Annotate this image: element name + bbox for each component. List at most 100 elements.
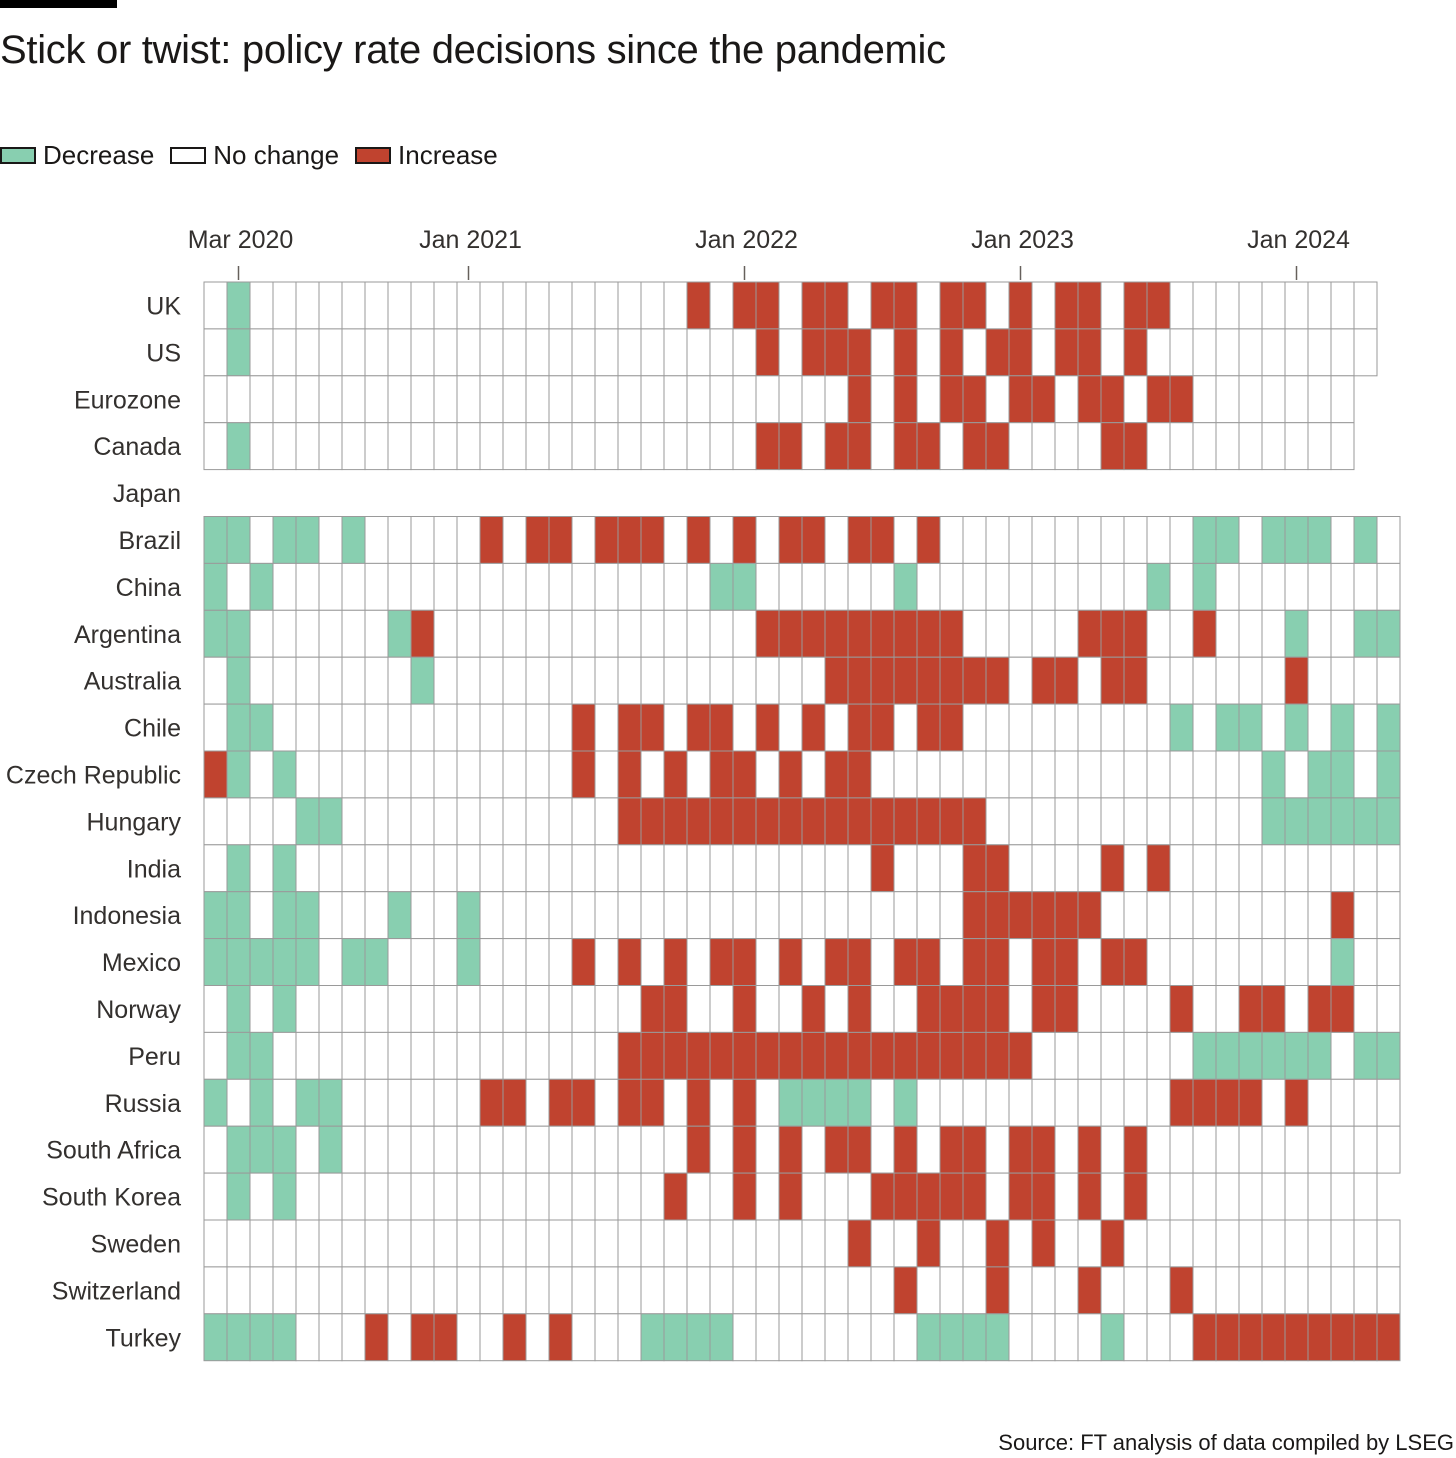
heatmap-cell <box>272 844 297 893</box>
heatmap-cell <box>870 750 895 799</box>
heatmap-cell <box>778 891 803 940</box>
heatmap-cell <box>755 938 780 986</box>
heatmap-cell <box>1008 797 1033 846</box>
heatmap-cell <box>939 1219 964 1268</box>
row-label: Chile <box>124 715 181 743</box>
heatmap-cell <box>525 281 550 330</box>
heatmap-cell <box>479 1172 504 1221</box>
heatmap-cell <box>548 422 573 471</box>
heatmap-cell <box>1238 375 1263 424</box>
heatmap-cell <box>617 516 642 564</box>
heatmap-cell <box>272 562 297 611</box>
heatmap-cell <box>663 328 688 377</box>
heatmap-cell <box>1215 844 1240 893</box>
heatmap-cell <box>594 422 619 471</box>
heatmap-cell <box>571 891 596 940</box>
heatmap-cell <box>456 375 481 424</box>
heatmap-cell <box>548 516 573 564</box>
heatmap-cell <box>801 1125 826 1174</box>
heatmap-cell <box>548 1172 573 1221</box>
heatmap-cell <box>1376 797 1401 846</box>
heatmap-cell <box>617 1078 642 1127</box>
heatmap-cell <box>1146 1172 1171 1221</box>
heatmap-cell <box>318 281 343 330</box>
heatmap-cell <box>479 797 504 846</box>
heatmap-cell <box>893 844 918 893</box>
heatmap-cell <box>778 375 803 424</box>
heatmap-cell <box>1261 1219 1286 1268</box>
heatmap-cell <box>410 656 435 705</box>
heatmap-cell <box>1215 1266 1240 1315</box>
heatmap-cell <box>1169 1172 1194 1221</box>
heatmap-cell <box>410 328 435 377</box>
heatmap-cell <box>433 797 458 846</box>
heatmap-cell <box>387 516 412 564</box>
heatmap-cell <box>226 938 251 986</box>
heatmap-cell <box>1353 750 1378 799</box>
heatmap-cell <box>893 938 918 986</box>
heatmap-cell <box>916 1266 941 1315</box>
heatmap-cell <box>318 562 343 611</box>
heatmap-cell <box>1077 985 1102 1033</box>
heatmap-cell <box>755 985 780 1033</box>
heatmap-cell <box>1054 516 1079 564</box>
heatmap-cell <box>1376 1078 1401 1127</box>
heatmap-cell <box>1077 750 1102 799</box>
heatmap-cell <box>318 1313 343 1362</box>
legend-swatch-increase <box>355 146 392 164</box>
heatmap-cell <box>479 562 504 611</box>
heatmap-cell <box>410 1219 435 1268</box>
heatmap-cell <box>1284 375 1309 424</box>
heatmap-cell <box>870 516 895 564</box>
heatmap-cell <box>226 516 251 564</box>
heatmap-cell <box>847 609 872 658</box>
heatmap-cell <box>663 375 688 424</box>
heatmap-cell <box>1376 562 1401 611</box>
heatmap-cell <box>479 1125 504 1174</box>
heatmap-cell <box>548 1266 573 1315</box>
heatmap-cell <box>387 891 412 940</box>
heatmap-cell <box>433 422 458 471</box>
heatmap-cell <box>226 1078 251 1127</box>
heatmap-cell <box>1261 656 1286 705</box>
heatmap-cell <box>1238 750 1263 799</box>
heatmap-cell <box>824 422 849 471</box>
heatmap-cell <box>801 281 826 330</box>
heatmap-cell <box>594 844 619 893</box>
heatmap-cell <box>502 750 527 799</box>
legend-item-increase: Increase <box>355 140 498 171</box>
heatmap-cell <box>1215 985 1240 1033</box>
heatmap-cell <box>456 703 481 752</box>
heatmap-cell <box>1100 1125 1125 1174</box>
heatmap-cell <box>617 375 642 424</box>
heatmap-cell <box>939 516 964 564</box>
row-label: Russia <box>105 1090 182 1118</box>
heatmap-cell <box>479 891 504 940</box>
heatmap-cell <box>801 891 826 940</box>
heatmap-cell <box>916 938 941 986</box>
heatmap-cell <box>433 375 458 424</box>
heatmap-cell <box>686 656 711 705</box>
heatmap-cell <box>433 281 458 330</box>
heatmap-cell <box>1353 1266 1378 1315</box>
heatmap-cell <box>1330 1078 1355 1127</box>
heatmap-cell <box>295 891 320 940</box>
heatmap-cell <box>1261 703 1286 752</box>
heatmap-cell <box>1330 1031 1355 1080</box>
heatmap-cell <box>525 516 550 564</box>
heatmap-cell <box>985 844 1010 893</box>
heatmap-cell <box>1169 1266 1194 1315</box>
heatmap-cell <box>1238 422 1263 471</box>
heatmap-cell <box>1100 375 1125 424</box>
heatmap-cell <box>755 562 780 611</box>
heatmap-cell <box>732 516 757 564</box>
heatmap-cell <box>548 703 573 752</box>
heatmap-cell <box>1284 797 1309 846</box>
heatmap-cell <box>1123 562 1148 611</box>
heatmap-cell <box>387 609 412 658</box>
heatmap-cell <box>847 281 872 330</box>
heatmap-cell <box>364 1219 389 1268</box>
heatmap-cell <box>1330 609 1355 658</box>
heatmap-cell <box>433 1266 458 1315</box>
heatmap-cell <box>893 516 918 564</box>
